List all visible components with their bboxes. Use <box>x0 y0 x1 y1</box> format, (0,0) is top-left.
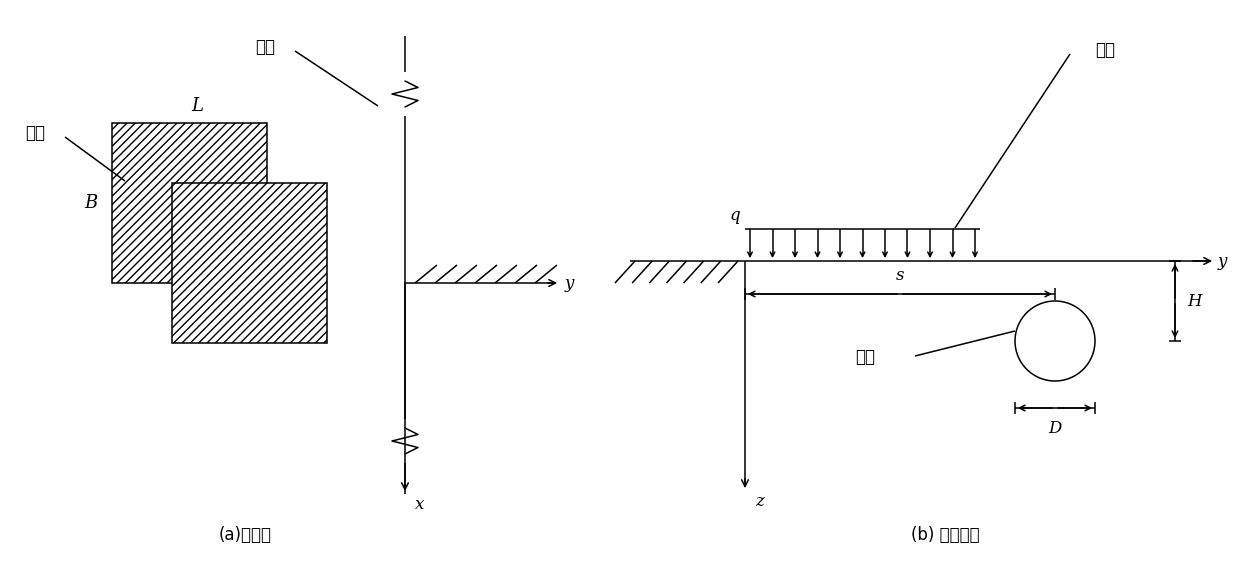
Text: s: s <box>895 267 904 284</box>
Text: 隧道: 隧道 <box>255 38 275 56</box>
Text: y: y <box>565 275 574 291</box>
Text: y: y <box>1218 252 1228 269</box>
Text: (b) 横截面图: (b) 横截面图 <box>910 526 980 544</box>
Text: H: H <box>1187 293 1202 310</box>
Text: z: z <box>755 493 764 510</box>
Text: (a)平面图: (a)平面图 <box>218 526 272 544</box>
Bar <box>172 183 327 343</box>
Text: L: L <box>191 97 203 115</box>
Text: D: D <box>1048 420 1061 437</box>
Text: B: B <box>84 194 98 212</box>
Text: q: q <box>729 207 740 224</box>
Text: 隧道: 隧道 <box>856 348 875 366</box>
Text: 堆载: 堆载 <box>25 124 45 142</box>
Bar <box>112 123 267 283</box>
Text: x: x <box>415 496 424 513</box>
Text: 堆载: 堆载 <box>1095 41 1115 59</box>
